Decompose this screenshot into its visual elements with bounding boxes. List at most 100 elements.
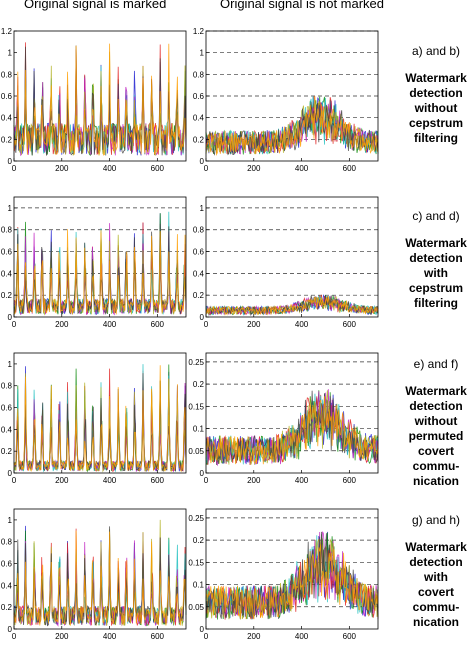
description-line: nication xyxy=(412,615,459,629)
description-line: commu- xyxy=(412,600,460,614)
y-tick-label: 1 xyxy=(8,204,13,213)
series-line xyxy=(205,100,379,156)
y-tick-label: 0 xyxy=(200,625,205,634)
y-tick-label: 0.2 xyxy=(193,380,205,389)
row-caption-1: a) and b) Watermark detection without ce… xyxy=(398,44,474,146)
y-tick-label: 0.2 xyxy=(193,536,205,545)
y-tick-label: 0 xyxy=(200,313,205,322)
y-tick-label: 0.4 xyxy=(1,425,13,434)
description-line: commu- xyxy=(412,459,460,473)
y-tick-label: 0.05 xyxy=(188,447,204,456)
x-tick-label: 400 xyxy=(295,632,309,641)
y-tick-label: 0.2 xyxy=(193,291,205,300)
series-line xyxy=(205,396,379,466)
x-tick-label: 200 xyxy=(55,632,69,641)
series-traces xyxy=(205,531,379,620)
y-tick-label: 0.4 xyxy=(193,269,205,278)
y-tick-label: 0 xyxy=(8,157,13,166)
y-tick-label: 0.2 xyxy=(1,135,13,144)
description-line: detection xyxy=(409,86,463,100)
row-caption-3: e) and f) Watermark detection without pe… xyxy=(398,357,474,489)
description-line: cepstrum xyxy=(408,116,464,130)
description-line: cepstrum xyxy=(408,281,464,295)
x-tick-label: 200 xyxy=(55,320,69,329)
y-tick-label: 0.4 xyxy=(1,114,13,123)
x-tick-label: 0 xyxy=(12,476,17,485)
x-tick-label: 200 xyxy=(247,632,261,641)
y-tick-label: 0.1 xyxy=(193,425,205,434)
x-tick-label: 600 xyxy=(151,632,165,641)
x-tick-label: 200 xyxy=(247,320,261,329)
y-tick-label: 0.6 xyxy=(193,92,205,101)
y-tick-label: 0 xyxy=(8,625,13,634)
y-tick-label: 1 xyxy=(8,49,13,58)
y-tick-label: 1.2 xyxy=(193,27,205,36)
x-tick-label: 200 xyxy=(55,476,69,485)
pair-label: e) and f) xyxy=(413,357,459,371)
y-tick-label: 0.05 xyxy=(188,603,204,612)
y-tick-label: 0.25 xyxy=(188,358,204,367)
column-title-marked: Original signal is marked xyxy=(24,0,167,11)
description-line: without xyxy=(414,414,458,428)
description-line: filtering xyxy=(414,296,458,310)
axes-frame xyxy=(205,352,379,474)
y-tick-label: 0.6 xyxy=(1,92,13,101)
series-traces xyxy=(205,389,379,467)
chart-b-not-marked: 0 0.2 0.4 0.6 0.8 1 1.2 0 200 400 600 xyxy=(193,27,379,173)
row-caption-4: g) and h) Watermark detection with cover… xyxy=(398,513,474,630)
y-tick-label: 0.2 xyxy=(1,447,13,456)
description-line: nication xyxy=(412,474,459,488)
series-line xyxy=(205,531,379,620)
series-line xyxy=(13,43,187,156)
x-tick-label: 0 xyxy=(12,320,17,329)
x-tick-label: 200 xyxy=(247,476,261,485)
axes-frame xyxy=(13,352,187,474)
description-line: filtering xyxy=(414,131,458,145)
description-line: detection with xyxy=(409,251,463,280)
y-tick-label: 0.8 xyxy=(1,226,13,235)
pair-label: a) and b) xyxy=(411,44,461,58)
x-tick-label: 0 xyxy=(204,632,209,641)
x-tick-label: 0 xyxy=(204,320,209,329)
y-tick-label: 0.8 xyxy=(193,226,205,235)
x-tick-label: 400 xyxy=(103,476,117,485)
description-line: Watermark xyxy=(405,540,467,554)
series-line xyxy=(13,373,187,473)
plot-area xyxy=(206,197,378,317)
series-line xyxy=(13,45,187,156)
description-line: detection xyxy=(409,555,463,569)
x-tick-label: 400 xyxy=(103,632,117,641)
y-tick-label: 0.8 xyxy=(1,70,13,79)
chart-c-marked: 0 0.2 0.4 0.6 0.8 1 0 200 400 600 xyxy=(1,196,187,329)
series-line xyxy=(205,390,379,465)
x-tick-label: 600 xyxy=(151,320,165,329)
y-tick-label: 0.4 xyxy=(1,581,13,590)
x-tick-label: 200 xyxy=(55,164,69,173)
x-tick-label: 400 xyxy=(295,320,309,329)
axes-frame xyxy=(205,508,379,630)
description-line: detection xyxy=(409,399,463,413)
x-tick-label: 600 xyxy=(151,476,165,485)
y-tick-label: 0.25 xyxy=(188,514,204,523)
y-tick-label: 0.15 xyxy=(188,402,204,411)
pair-label: c) and d) xyxy=(412,209,460,223)
series-line xyxy=(205,96,379,157)
x-tick-label: 400 xyxy=(295,476,309,485)
y-tick-label: 0.4 xyxy=(193,114,205,123)
x-tick-label: 200 xyxy=(247,164,261,173)
series-line xyxy=(205,390,379,464)
x-tick-label: 600 xyxy=(343,164,357,173)
chart-a-marked: 0 0.2 0.4 0.6 0.8 1 1.2 0 200 400 600 xyxy=(1,27,187,173)
chart-g-marked: 0 0.2 0.4 0.6 0.8 1 0 200 400 600 xyxy=(1,508,187,641)
y-tick-label: 1 xyxy=(200,49,205,58)
series-traces xyxy=(13,364,187,473)
series-line xyxy=(13,530,187,626)
y-tick-label: 0 xyxy=(8,313,13,322)
y-tick-label: 0.6 xyxy=(1,560,13,569)
description-line: covert xyxy=(417,585,455,599)
y-tick-label: 0.2 xyxy=(1,291,13,300)
column-title-not-marked: Original signal is not marked xyxy=(220,0,385,11)
chart-e-marked: 0 0.2 0.4 0.6 0.8 1 0 200 400 600 xyxy=(1,352,187,485)
chart-d-not-marked: 0 0.2 0.4 0.6 0.8 1 0 200 400 600 xyxy=(193,196,379,329)
x-tick-label: 600 xyxy=(151,164,165,173)
